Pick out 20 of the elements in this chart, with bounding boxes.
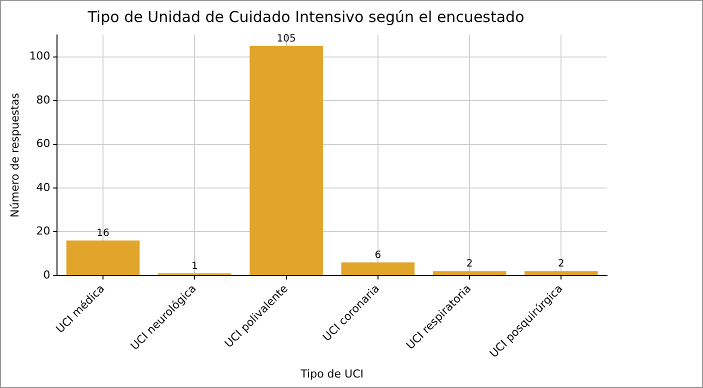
data-label: 6 xyxy=(374,250,382,261)
bar xyxy=(524,271,598,275)
bar xyxy=(66,240,140,275)
x-axis-title: Tipo de UCI xyxy=(300,367,364,380)
y-tick-label: 0 xyxy=(43,268,50,282)
y-tick-label: 60 xyxy=(36,137,50,150)
data-label: 2 xyxy=(558,258,564,270)
y-tick-label: 40 xyxy=(36,180,50,194)
y-tick-label: 20 xyxy=(36,224,50,238)
bar xyxy=(250,46,323,275)
data-label: 16 xyxy=(96,228,110,240)
bar xyxy=(432,271,506,275)
data-label: 1 xyxy=(191,260,198,272)
data-label: 2 xyxy=(466,258,473,270)
data-label: 105 xyxy=(276,34,296,45)
y-tick-label: 100 xyxy=(29,50,50,63)
bar xyxy=(341,262,415,275)
chart-title: Tipo de Unidad de Cuidado Intensivo según el encuestado xyxy=(86,8,524,26)
y-tick-label: 80 xyxy=(36,93,50,106)
y-axis-title: Número de respuestas xyxy=(8,92,22,218)
